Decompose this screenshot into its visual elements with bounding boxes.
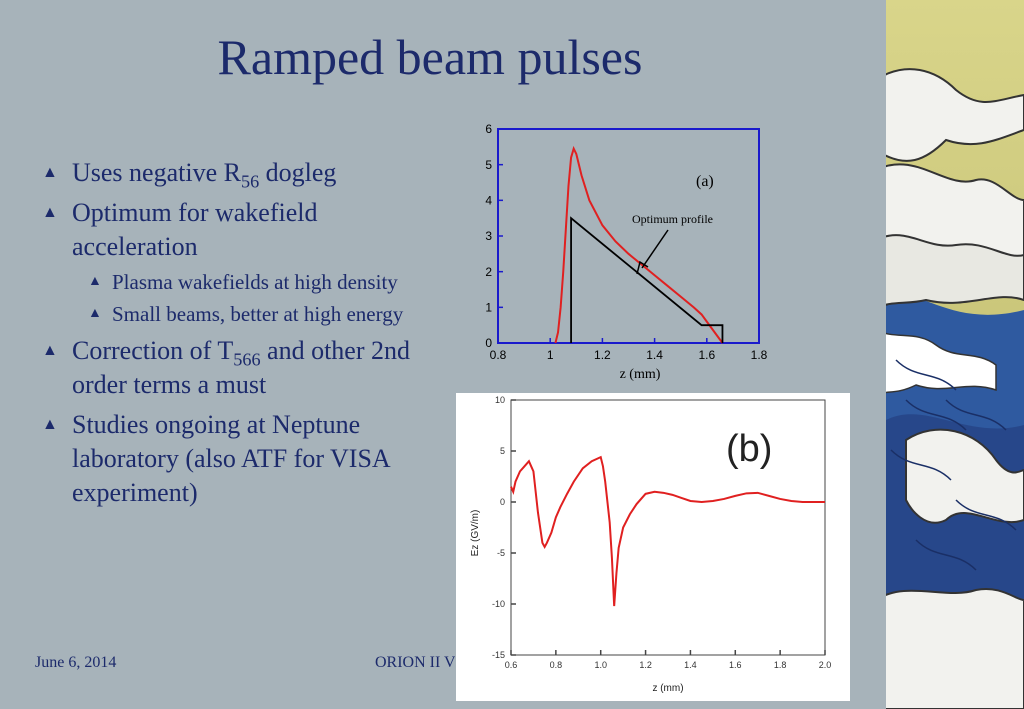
y-tick-label: 0: [500, 497, 505, 507]
x-tick-label: 1: [547, 348, 554, 362]
y-tick-label: 1: [485, 301, 492, 315]
x-tick-label: 1.8: [774, 660, 787, 670]
panel-label: (a): [696, 173, 714, 190]
annotation-label: Optimum profile: [632, 212, 713, 226]
bullet-subscript: 566: [233, 349, 261, 370]
bullet-list: ▲ Uses negative R56 dogleg ▲ Optimum for…: [38, 150, 438, 510]
bullet-triangle-icon: ▲: [42, 342, 58, 359]
bullet-triangle-icon: ▲: [42, 164, 58, 181]
x-tick-label: 0.6: [505, 660, 518, 670]
series-line-optimum: [570, 216, 724, 343]
bullet-triangle-icon: ▲: [42, 416, 58, 433]
y-tick-label: -5: [497, 548, 505, 558]
y-tick-label: 6: [485, 122, 492, 136]
x-tick-label: 1.6: [729, 660, 742, 670]
x-tick-label: 1.6: [698, 348, 715, 362]
x-tick-label: 1.2: [639, 660, 652, 670]
y-tick-label: 5: [500, 446, 505, 456]
sub-bullet-item: ▲ Small beams, better at high energy: [38, 300, 438, 328]
sub-bullet-text: Plasma wakefields at high density: [112, 270, 398, 294]
plot-frame: [510, 399, 826, 656]
annotation-arrowhead: [636, 260, 649, 275]
y-tick-label: 4: [485, 194, 492, 208]
y-tick-label: 2: [485, 265, 492, 279]
footer-date: June 6, 2014: [35, 654, 117, 671]
bullet-item: ▲ Optimum for wakefield acceleration: [38, 196, 438, 264]
y-tick-label: -15: [492, 650, 505, 660]
series-line-wake: [510, 455, 825, 607]
y-tick-label: -10: [492, 599, 505, 609]
x-tick-label: 1.8: [751, 348, 768, 362]
y-tick-label: 0: [485, 336, 492, 350]
bullet-item: ▲ Studies ongoing at Neptune laboratory …: [38, 408, 438, 510]
bullet-item: ▲ Correction of T566 and other 2nd order…: [38, 334, 438, 402]
x-tick-label: 1.4: [684, 660, 697, 670]
x-tick-label: 2.0: [819, 660, 832, 670]
chart-b: 0.6 0.8 1.0 1.2 1.4 1.6 1.8 2.0 -15 -10 -5 0 5 10 (b) z…: [456, 393, 850, 701]
sub-bullet-item: ▲ Plasma wakefields at high density: [38, 268, 438, 296]
bullet-text: Optimum for wakefield acceleration: [72, 198, 318, 261]
panel-label: (b): [726, 428, 772, 470]
x-tick-label: 1.0: [594, 660, 607, 670]
bullet-text: Studies ongoing at Neptune laboratory (a…: [72, 410, 390, 507]
y-tick-label: 5: [485, 158, 492, 172]
bullet-subscript: 56: [240, 171, 260, 192]
footer-title: ORION II V: [375, 654, 455, 671]
slide-title: Ramped beam pulses: [217, 29, 643, 85]
y-tick-label: 10: [495, 395, 505, 405]
x-tick-label: 0.8: [490, 348, 507, 362]
x-axis-label: z (mm): [652, 683, 683, 694]
bullet-item: ▲ Uses negative R56 dogleg: [38, 156, 438, 190]
bullet-triangle-icon: ▲: [42, 204, 58, 221]
y-tick-label: 3: [485, 229, 492, 243]
annotation-arrow: [641, 229, 669, 269]
wave-artwork: [886, 0, 1024, 709]
bullet-triangle-icon: ▲: [88, 306, 102, 321]
x-axis-label: z (mm): [620, 367, 661, 382]
series-line-measured: [554, 145, 724, 344]
y-axis-label: Ez (GV/m): [470, 510, 481, 557]
x-tick-label: 1.2: [594, 348, 611, 362]
bullet-text: Uses negative R: [72, 158, 241, 187]
bullet-triangle-icon: ▲: [88, 274, 102, 289]
bullet-text: dogleg: [259, 158, 337, 187]
bullet-text: Correction of T: [72, 336, 234, 365]
sub-bullet-text: Small beams, better at high energy: [112, 302, 404, 326]
x-tick-label: 1.4: [646, 348, 663, 362]
chart-a: 0.8 1 1.2 1.4 1.6 1.8 0 1 2 3 4 5 6 (a) Optimum profil…: [485, 122, 768, 382]
bullet-text: and other 2nd order terms a must: [72, 336, 411, 399]
plot-frame: [497, 128, 760, 344]
x-tick-label: 0.8: [550, 660, 563, 670]
